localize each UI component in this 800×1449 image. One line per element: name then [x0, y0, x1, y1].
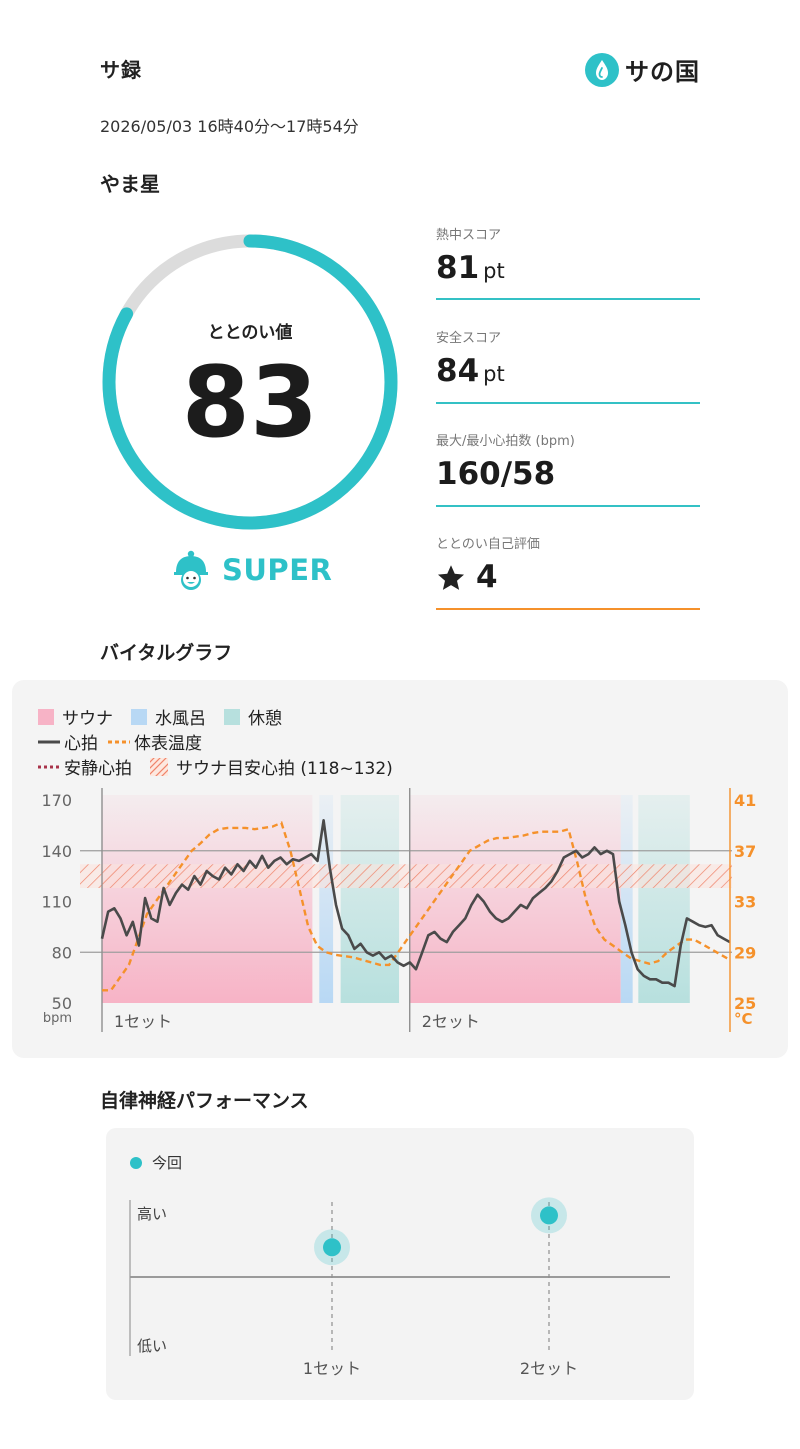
- legend-rest: 休憩: [224, 704, 282, 729]
- sauna-hat-mascot-icon: [174, 550, 208, 590]
- rank-badge: SUPER: [172, 548, 332, 592]
- vital-chart: 1セット 2セット 170 140 110 80 50 41 37 33 29 25 bpm °C: [41, 788, 756, 1032]
- totonoi-value: 83: [181, 346, 319, 460]
- legend-swatch: [38, 708, 54, 725]
- phase-band-sauna: [409, 795, 621, 1003]
- phase-band-rest: [340, 795, 400, 1003]
- metric-value: 4: [436, 562, 700, 593]
- legend-swatch: [224, 708, 240, 725]
- metric-value: 160/58: [436, 456, 556, 492]
- metric-divider: [436, 505, 700, 507]
- phase-band-sauna: [102, 795, 313, 1003]
- metric-label: ととのい自己評価: [436, 537, 540, 552]
- left-tick-label: 140: [41, 842, 72, 861]
- phase-band-water-bath: [620, 795, 633, 1003]
- legend-swatch: [131, 708, 147, 725]
- ans-card: 今回 高い 低い 1セット 2セット: [106, 1128, 694, 1400]
- metric-heart-rate-range: 最大/最小心拍数 (bpm) 160/58: [436, 430, 700, 507]
- ans-low-label: 低い: [137, 1337, 167, 1355]
- set-label: 2セット: [422, 1012, 480, 1031]
- left-tick-label: 110: [41, 893, 72, 912]
- legend-phases: サウナ 水風呂 休憩: [38, 704, 300, 729]
- target-hr-band: [80, 864, 732, 888]
- metric-divider: [436, 298, 700, 300]
- left-axis-unit: bpm: [43, 1011, 72, 1026]
- legend-resting-hr: 安静心拍: [38, 754, 132, 779]
- left-tick-label: 80: [52, 943, 72, 962]
- legend-sauna: サウナ: [38, 704, 113, 729]
- legend-heart-rate: 心拍: [38, 729, 98, 754]
- drop-logo-icon: [585, 52, 619, 87]
- left-tick-label: 170: [41, 791, 72, 810]
- totonoi-label: ととのい値: [207, 323, 293, 343]
- right-tick-label: 37: [734, 842, 756, 861]
- hatch-swatch-icon: [150, 757, 168, 776]
- metric-safety-score: 安全スコア 84 pt: [436, 327, 700, 404]
- metric-self-rating: ととのい自己評価 4: [436, 533, 700, 610]
- ans-legend-label: 今回: [152, 1154, 182, 1172]
- page-title: サ録: [100, 58, 142, 82]
- right-tick-label: 25: [734, 994, 756, 1013]
- metric-divider: [436, 402, 700, 404]
- metric-value: 84 pt: [436, 353, 505, 389]
- metric-label: 熱中スコア: [436, 228, 502, 243]
- dash-swatch-icon: [108, 740, 130, 743]
- rank-label: SUPER: [222, 553, 333, 587]
- facility-name: やま星: [100, 172, 160, 196]
- vital-graph-title: バイタルグラフ: [100, 642, 233, 664]
- line-swatch-icon: [38, 740, 60, 743]
- legend-target-hr: サウナ目安心拍 (118~132): [150, 754, 393, 779]
- metric-value: 81 pt: [436, 250, 505, 286]
- brand-logo: サの国: [585, 52, 700, 87]
- metric-label: 最大/最小心拍数 (bpm): [436, 434, 575, 449]
- metric-divider: [436, 608, 700, 610]
- score-ring-graphic: [102, 234, 398, 530]
- legend-reference: 安静心拍 サウナ目安心拍 (118~132): [38, 754, 411, 779]
- legend-skin-temp: 体表温度: [108, 729, 202, 754]
- skin-temp-line: [102, 821, 731, 992]
- ans-category-label: 1セット: [303, 1359, 361, 1378]
- ans-point: [540, 1206, 558, 1225]
- phase-band-water-bath: [319, 795, 334, 1003]
- set-label: 1セット: [114, 1012, 172, 1031]
- ans-chart: 今回 高い 低い 1セット 2セット: [129, 1154, 670, 1378]
- ans-high-label: 高い: [137, 1205, 167, 1223]
- left-tick-label: 50: [52, 994, 72, 1013]
- vital-graph-card: サウナ 水風呂 休憩 心拍 体表温度 安静心拍 サウナ目安心拍 (118~132…: [12, 680, 788, 1058]
- session-date-range: 2026/05/03 16時40分〜17時54分: [100, 117, 359, 136]
- header: サ録 サの国: [100, 52, 700, 88]
- metric-heat-score: 熱中スコア 81 pt: [436, 224, 700, 300]
- ans-title: 自律神経パフォーマンス: [100, 1090, 309, 1112]
- legend-lines: 心拍 体表温度: [38, 729, 220, 754]
- right-axis-unit: °C: [734, 1010, 753, 1028]
- metric-label: 安全スコア: [436, 331, 502, 346]
- right-tick-label: 41: [734, 791, 756, 810]
- ans-legend-dot-icon: [130, 1157, 142, 1169]
- totonoi-score-ring: ととのい値 83: [96, 228, 404, 536]
- heart-rate-line: [100, 819, 731, 988]
- ans-category-label: 2セット: [520, 1359, 578, 1378]
- dotted-swatch-icon: [38, 765, 60, 768]
- phase-band-rest: [638, 795, 690, 1003]
- right-tick-label: 29: [734, 943, 756, 962]
- legend-water-bath: 水風呂: [131, 704, 206, 729]
- right-tick-label: 33: [734, 893, 756, 912]
- brand-name: サの国: [625, 58, 700, 86]
- ans-point: [323, 1238, 341, 1257]
- star-icon: [438, 564, 464, 590]
